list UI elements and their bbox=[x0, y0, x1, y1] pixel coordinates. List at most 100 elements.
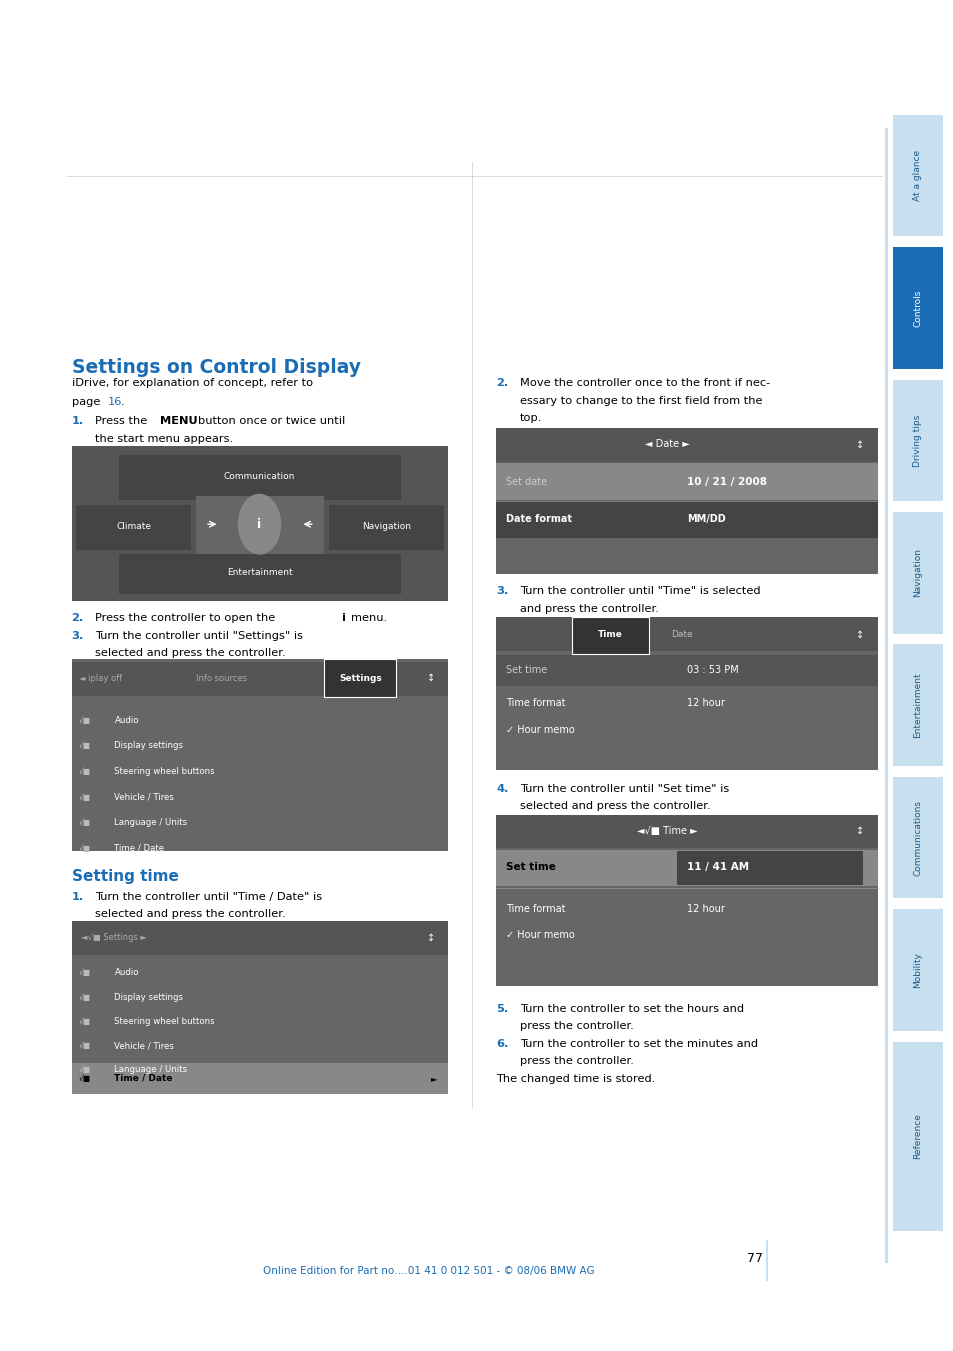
Bar bbox=[71, 921, 448, 1094]
Bar bbox=[119, 455, 400, 500]
Text: Setting time: Setting time bbox=[71, 869, 178, 884]
Bar bbox=[496, 501, 877, 538]
Text: 4.: 4. bbox=[496, 784, 508, 793]
Text: Info sources: Info sources bbox=[195, 674, 247, 682]
Text: Climate: Climate bbox=[116, 523, 151, 531]
Text: √■: √■ bbox=[79, 969, 91, 977]
Text: Turn the controller until "Time / Date" is: Turn the controller until "Time / Date" … bbox=[95, 892, 322, 901]
Text: top.: top. bbox=[519, 413, 541, 423]
Text: essary to change to the first field from the: essary to change to the first field from… bbox=[519, 396, 761, 405]
Text: Display settings: Display settings bbox=[114, 742, 183, 750]
Text: Set date: Set date bbox=[505, 477, 546, 488]
Text: Language / Units: Language / Units bbox=[114, 819, 188, 827]
Text: 12 hour: 12 hour bbox=[686, 904, 724, 915]
Text: Time format: Time format bbox=[505, 904, 564, 915]
Bar bbox=[71, 662, 448, 696]
Text: Time: Time bbox=[598, 631, 622, 639]
Text: Turn the controller until "Settings" is: Turn the controller until "Settings" is bbox=[95, 631, 303, 640]
Text: √■: √■ bbox=[79, 844, 91, 852]
Text: 3.: 3. bbox=[71, 631, 84, 640]
Text: Press the controller to open the: Press the controller to open the bbox=[95, 613, 275, 623]
Text: At a glance: At a glance bbox=[912, 150, 922, 201]
Text: Navigation: Navigation bbox=[361, 523, 411, 531]
Text: Communications: Communications bbox=[912, 800, 922, 875]
Text: Online Edition for Part no.…01 41 0 012 501 - © 08/06 BMW AG: Online Edition for Part no.…01 41 0 012 … bbox=[263, 1266, 595, 1275]
Bar bbox=[496, 815, 877, 848]
Text: i: i bbox=[341, 613, 345, 623]
Text: selected and press the controller.: selected and press the controller. bbox=[95, 648, 286, 658]
Text: i: i bbox=[257, 517, 261, 531]
Text: Date format: Date format bbox=[505, 513, 571, 524]
Text: button once or twice until: button once or twice until bbox=[198, 416, 345, 426]
Text: Steering wheel buttons: Steering wheel buttons bbox=[114, 1017, 214, 1025]
Text: ↕: ↕ bbox=[427, 673, 435, 684]
Text: ◄√■ Settings ►: ◄√■ Settings ► bbox=[81, 934, 147, 942]
Text: Communication: Communication bbox=[224, 473, 294, 481]
Text: Set time: Set time bbox=[505, 665, 546, 676]
Text: √■: √■ bbox=[79, 1074, 91, 1082]
Circle shape bbox=[238, 494, 280, 554]
Text: Press the: Press the bbox=[95, 416, 152, 426]
Text: ◄ Date ►: ◄ Date ► bbox=[645, 439, 689, 450]
Text: The changed time is stored.: The changed time is stored. bbox=[496, 1074, 655, 1084]
Bar bbox=[884, 128, 887, 1263]
Text: Display settings: Display settings bbox=[114, 993, 183, 1001]
Bar bbox=[496, 463, 877, 500]
Text: 1.: 1. bbox=[71, 892, 84, 901]
Text: √■: √■ bbox=[79, 819, 91, 827]
Text: Audio: Audio bbox=[114, 716, 139, 724]
Text: ↕: ↕ bbox=[856, 439, 863, 450]
Bar bbox=[892, 777, 942, 898]
Bar bbox=[496, 815, 877, 986]
Text: 1.: 1. bbox=[71, 416, 84, 426]
Text: 10 / 21 / 2008: 10 / 21 / 2008 bbox=[686, 477, 766, 488]
Bar bbox=[892, 380, 942, 501]
Text: ◄√■ Time ►: ◄√■ Time ► bbox=[637, 825, 698, 836]
Text: selected and press the controller.: selected and press the controller. bbox=[519, 801, 710, 811]
Text: the start menu appears.: the start menu appears. bbox=[95, 434, 233, 443]
Bar bbox=[572, 617, 648, 654]
Text: ↕: ↕ bbox=[427, 932, 435, 943]
Bar bbox=[71, 659, 448, 851]
Text: 12 hour: 12 hour bbox=[686, 697, 724, 708]
Text: √■: √■ bbox=[79, 1017, 91, 1025]
Text: menu.: menu. bbox=[351, 613, 387, 623]
Bar bbox=[71, 446, 448, 601]
Text: 5.: 5. bbox=[496, 1004, 508, 1013]
Text: ↕: ↕ bbox=[856, 630, 863, 640]
Text: Turn the controller until "Set time" is: Turn the controller until "Set time" is bbox=[519, 784, 728, 793]
Bar bbox=[76, 505, 191, 550]
Text: Vehicle / Tires: Vehicle / Tires bbox=[114, 1042, 174, 1050]
Text: Driving tips: Driving tips bbox=[912, 415, 922, 466]
Bar bbox=[892, 115, 942, 236]
Bar bbox=[195, 496, 324, 561]
Text: Set time: Set time bbox=[505, 862, 555, 873]
Bar bbox=[496, 428, 877, 574]
Bar bbox=[892, 909, 942, 1031]
Text: Date: Date bbox=[671, 631, 692, 639]
Text: Time / Date: Time / Date bbox=[114, 844, 165, 852]
Text: .: . bbox=[121, 397, 125, 407]
Bar bbox=[71, 921, 448, 955]
Bar bbox=[496, 428, 877, 462]
Text: 6.: 6. bbox=[496, 1039, 508, 1048]
Bar bbox=[765, 1240, 767, 1281]
Text: 3.: 3. bbox=[496, 586, 508, 596]
Text: ►: ► bbox=[431, 1074, 436, 1082]
Text: Controls: Controls bbox=[912, 289, 922, 327]
Bar bbox=[119, 554, 400, 594]
Bar bbox=[496, 617, 877, 651]
Bar bbox=[496, 617, 877, 770]
Text: Settings on Control Display: Settings on Control Display bbox=[71, 358, 360, 377]
Text: 2.: 2. bbox=[496, 378, 508, 388]
Text: Time format: Time format bbox=[505, 697, 564, 708]
Text: √■: √■ bbox=[79, 1042, 91, 1050]
Bar bbox=[324, 659, 395, 697]
Text: √■: √■ bbox=[79, 716, 91, 724]
Text: MM/DD: MM/DD bbox=[686, 513, 725, 524]
Text: √■: √■ bbox=[79, 742, 91, 750]
Text: 16: 16 bbox=[108, 397, 122, 407]
Bar bbox=[329, 505, 443, 550]
Text: and press the controller.: and press the controller. bbox=[519, 604, 659, 613]
Text: Reference: Reference bbox=[912, 1113, 922, 1159]
